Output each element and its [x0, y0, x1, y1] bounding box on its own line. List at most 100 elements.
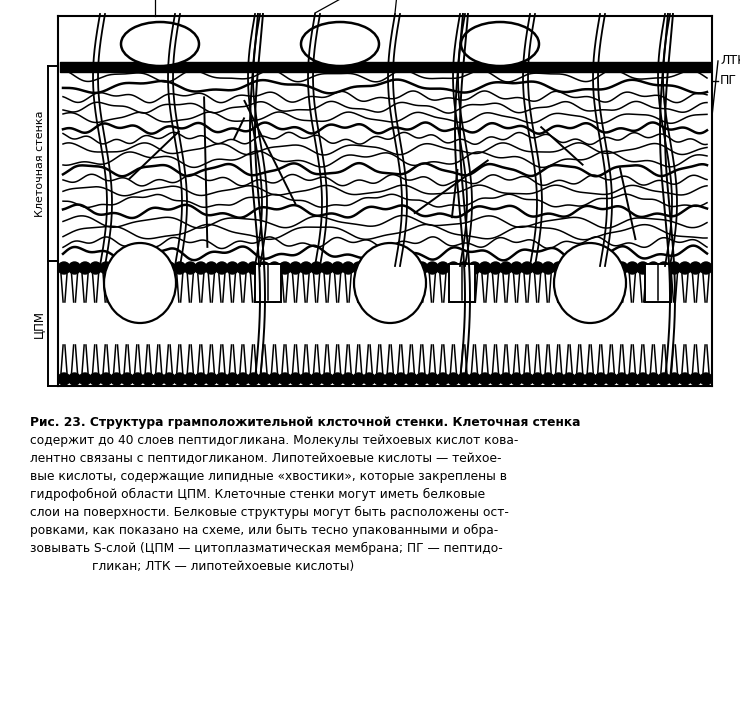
- Circle shape: [342, 262, 354, 274]
- Circle shape: [374, 262, 386, 274]
- Circle shape: [384, 262, 396, 274]
- Circle shape: [563, 373, 575, 385]
- Circle shape: [679, 373, 691, 385]
- Text: содержит до 40 слоев пептидогликана. Молекулы тейхоевых кислот кова-: содержит до 40 слоев пептидогликана. Мол…: [30, 434, 519, 447]
- Circle shape: [332, 262, 343, 274]
- Circle shape: [458, 262, 470, 274]
- Circle shape: [279, 373, 291, 385]
- Circle shape: [90, 262, 101, 274]
- Circle shape: [595, 373, 607, 385]
- Circle shape: [658, 373, 670, 385]
- Circle shape: [426, 262, 438, 274]
- Circle shape: [648, 373, 659, 385]
- Circle shape: [237, 262, 249, 274]
- Circle shape: [700, 373, 712, 385]
- Circle shape: [121, 262, 133, 274]
- Text: лентно связаны с пептидогликаном. Липотейхоевые кислоты — тейхое-: лентно связаны с пептидогликаном. Липоте…: [30, 452, 502, 465]
- Circle shape: [374, 373, 386, 385]
- Circle shape: [110, 262, 123, 274]
- Circle shape: [289, 262, 301, 274]
- Circle shape: [668, 262, 680, 274]
- Circle shape: [152, 373, 165, 385]
- Circle shape: [437, 262, 449, 274]
- Circle shape: [426, 373, 438, 385]
- Circle shape: [269, 373, 280, 385]
- Circle shape: [406, 262, 417, 274]
- Circle shape: [406, 373, 417, 385]
- Circle shape: [300, 373, 312, 385]
- Circle shape: [90, 373, 101, 385]
- Ellipse shape: [301, 22, 379, 66]
- Circle shape: [174, 262, 186, 274]
- Text: Клеточная стенка: Клеточная стенка: [35, 110, 45, 217]
- Circle shape: [332, 373, 343, 385]
- Text: гидрофобной области ЦПМ. Клеточные стенки могут иметь белковые: гидрофобной области ЦПМ. Клеточные стенк…: [30, 488, 485, 501]
- Text: ПГ: ПГ: [720, 74, 737, 88]
- Circle shape: [142, 262, 154, 274]
- Circle shape: [658, 262, 670, 274]
- Bar: [449, 264, 475, 302]
- Circle shape: [616, 262, 628, 274]
- Circle shape: [289, 373, 301, 385]
- Circle shape: [342, 373, 354, 385]
- Circle shape: [531, 373, 544, 385]
- Circle shape: [394, 262, 407, 274]
- Circle shape: [353, 373, 365, 385]
- Circle shape: [700, 262, 712, 274]
- Circle shape: [321, 262, 333, 274]
- Circle shape: [100, 373, 112, 385]
- Circle shape: [279, 262, 291, 274]
- Circle shape: [500, 373, 512, 385]
- Circle shape: [542, 262, 554, 274]
- Circle shape: [226, 262, 238, 274]
- Circle shape: [553, 262, 565, 274]
- Circle shape: [69, 373, 81, 385]
- Circle shape: [79, 262, 91, 274]
- Circle shape: [605, 373, 617, 385]
- Circle shape: [479, 373, 491, 385]
- Circle shape: [247, 262, 260, 274]
- Circle shape: [353, 262, 365, 274]
- Circle shape: [553, 373, 565, 385]
- Circle shape: [637, 373, 649, 385]
- Circle shape: [468, 373, 480, 385]
- Circle shape: [511, 373, 522, 385]
- Circle shape: [58, 373, 70, 385]
- Circle shape: [605, 262, 617, 274]
- Text: вые кислоты, содержащие липидные «хвостики», которые закреплены в: вые кислоты, содержащие липидные «хвости…: [30, 470, 507, 483]
- Circle shape: [174, 373, 186, 385]
- Circle shape: [321, 373, 333, 385]
- Circle shape: [226, 373, 238, 385]
- Text: гликан; ЛТК — липотейхоевые кислоты): гликан; ЛТК — липотейхоевые кислоты): [30, 560, 354, 573]
- Text: зовывать S-слой (ЦПМ — цитоплазматическая мембрана; ПГ — пептидо-: зовывать S-слой (ЦПМ — цитоплазматическа…: [30, 542, 502, 555]
- Circle shape: [626, 373, 639, 385]
- Circle shape: [363, 373, 375, 385]
- Ellipse shape: [104, 243, 176, 323]
- Circle shape: [531, 262, 544, 274]
- Circle shape: [164, 262, 175, 274]
- Circle shape: [79, 373, 91, 385]
- Circle shape: [121, 373, 133, 385]
- Circle shape: [690, 373, 702, 385]
- Circle shape: [416, 373, 428, 385]
- Text: ЛТК: ЛТК: [720, 55, 740, 67]
- Circle shape: [237, 373, 249, 385]
- Circle shape: [448, 262, 460, 274]
- Circle shape: [184, 262, 196, 274]
- Circle shape: [500, 262, 512, 274]
- Bar: [255, 264, 281, 302]
- Circle shape: [668, 373, 680, 385]
- Circle shape: [142, 373, 154, 385]
- Circle shape: [563, 262, 575, 274]
- Circle shape: [164, 373, 175, 385]
- Circle shape: [100, 262, 112, 274]
- Ellipse shape: [354, 243, 426, 323]
- Text: слои на поверхности. Белковые структуры могут быть расположены ост-: слои на поверхности. Белковые структуры …: [30, 506, 509, 519]
- Circle shape: [511, 262, 522, 274]
- Circle shape: [384, 373, 396, 385]
- Circle shape: [132, 262, 144, 274]
- Circle shape: [247, 373, 260, 385]
- Circle shape: [311, 262, 323, 274]
- Circle shape: [269, 262, 280, 274]
- Circle shape: [574, 373, 585, 385]
